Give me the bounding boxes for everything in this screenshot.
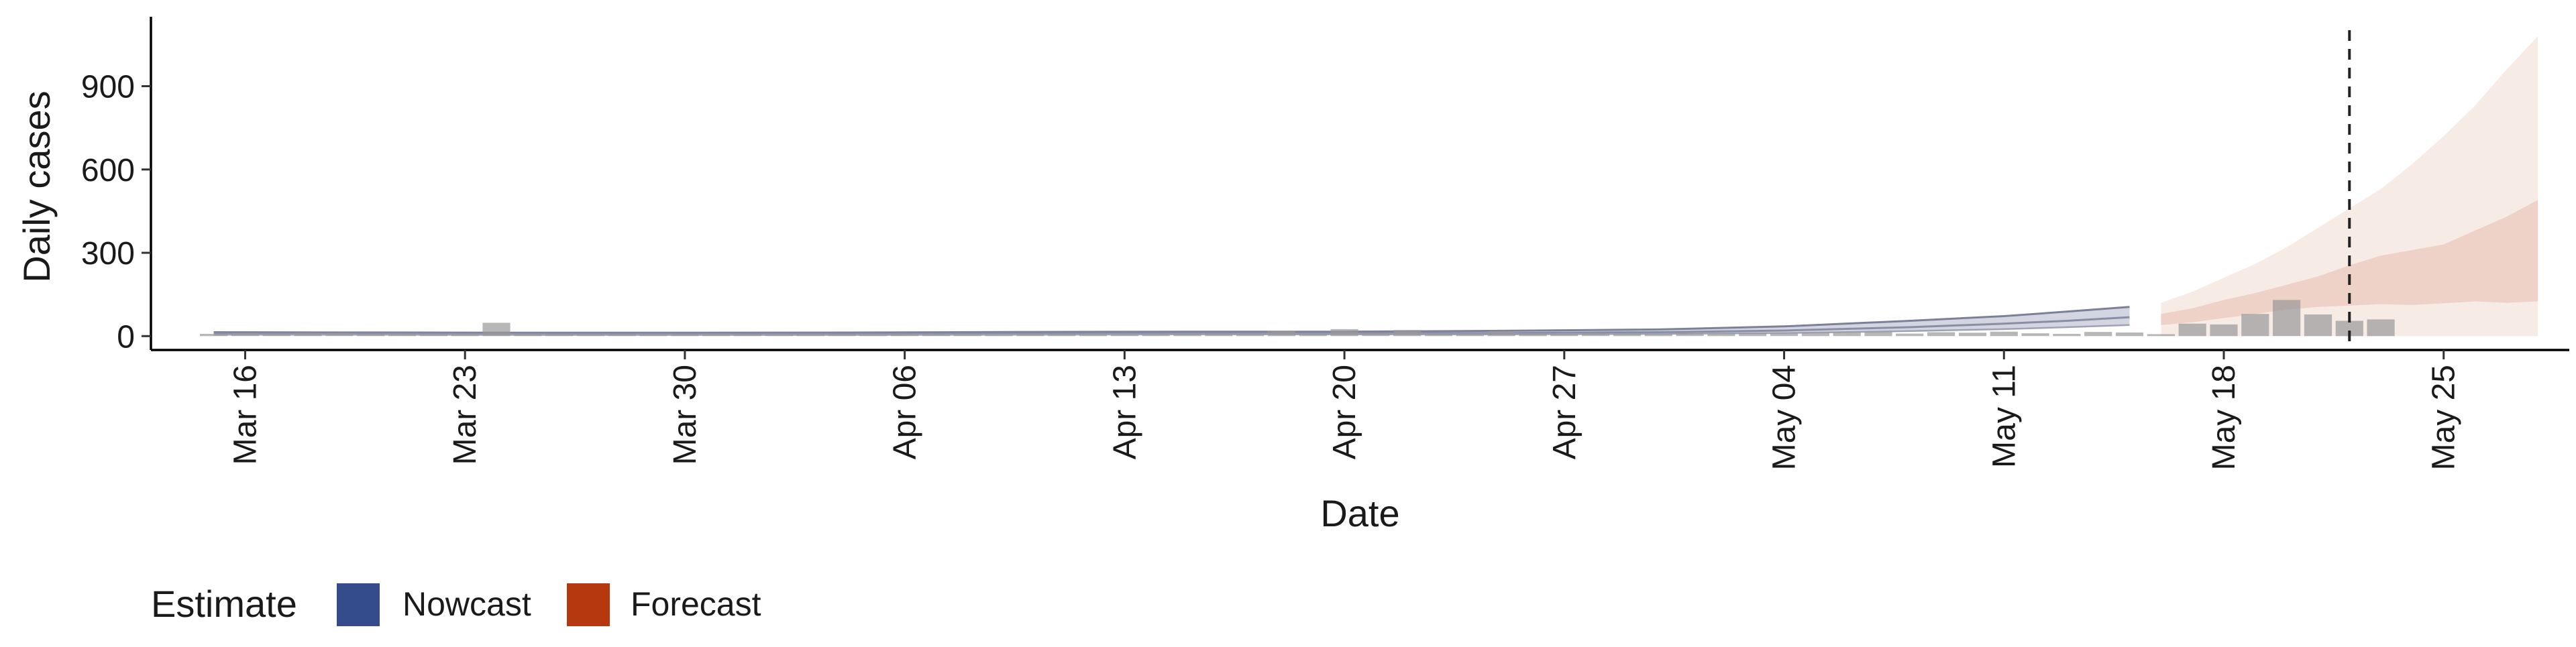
x-tick-label-7: May 04 [1767,365,1803,470]
case-bar-22 [891,334,919,337]
case-bar-19 [796,334,824,337]
case-bar-30 [1142,334,1170,337]
case-bar-35 [1299,334,1327,337]
case-bar-32 [1205,333,1233,337]
case-bar-57 [1990,331,2018,337]
case-bar-9 [482,322,511,337]
case-bar-3 [294,333,322,337]
x-tick-label-0: Mar 16 [227,365,263,465]
case-bar-15 [671,334,699,337]
case-bar-69 [2367,319,2395,337]
case-bar-36 [1330,329,1358,337]
x-tick-label-8: May 11 [1986,365,2022,468]
case-bar-33 [1236,334,1265,337]
legend-label-nowcast: Nowcast [402,585,531,623]
case-bar-37 [1362,333,1390,337]
case-bar-11 [545,334,574,337]
case-bar-1 [231,333,260,337]
case-bar-44 [1582,333,1610,337]
y-tick-label-1: 300 [81,236,135,272]
case-bar-56 [1958,333,1987,337]
case-bar-7 [419,334,447,337]
case-bar-38 [1393,330,1421,337]
case-bar-55 [1927,332,1955,337]
x-tick-label-5: Apr 20 [1327,365,1362,459]
case-bar-39 [1424,334,1453,337]
case-bar-62 [2147,334,2175,337]
y-axis-title: Daily cases [15,91,58,282]
case-bar-4 [325,333,354,337]
case-bar-52 [1833,332,1861,337]
axes: 0 300 600 900 Mar 16 Mar 23 Mar 30 Apr 06 Apr 13… [81,17,2569,470]
case-bar-60 [2084,332,2112,337]
case-bar-0 [200,334,228,337]
legend-title: Estimate [151,583,297,625]
case-bar-42 [1519,333,1547,337]
case-bar-2 [262,333,290,337]
y-tick-label-3: 900 [81,70,135,105]
case-bar-43 [1550,334,1578,337]
case-bar-41 [1487,331,1515,337]
legend: Estimate Nowcast Forecast [151,583,761,626]
case-bar-5 [357,334,385,337]
forecast-inner-band [2161,200,2538,325]
forecast-outer-band [2161,36,2538,337]
case-bar-59 [2053,334,2081,337]
case-bar-53 [1864,332,1892,337]
case-bar-47 [1676,333,1704,337]
case-bar-51 [1801,333,1829,337]
case-bar-8 [451,333,479,337]
x-tick-label-9: May 18 [2206,365,2242,470]
case-bar-49 [1739,333,1767,337]
x-tick-label-1: Mar 23 [447,365,483,465]
case-bar-50 [1770,333,1799,337]
case-bar-29 [1110,334,1138,337]
case-bar-58 [2021,333,2049,337]
case-bar-23 [922,334,951,337]
case-bar-18 [765,334,793,337]
y-tick-label-0: 0 [117,319,135,355]
case-bar-31 [1173,334,1201,337]
case-bar-25 [985,334,1013,337]
case-bar-13 [608,334,636,337]
case-bar-10 [514,334,542,337]
case-bar-26 [1016,333,1044,337]
y-tick-label-2: 600 [81,153,135,188]
case-bar-28 [1079,334,1108,337]
case-bar-46 [1644,334,1672,337]
case-bar-12 [576,334,605,337]
case-bar-65 [2241,314,2269,337]
case-bar-68 [2335,320,2363,337]
case-bar-17 [733,334,762,337]
case-bar-24 [953,334,981,337]
case-bar-66 [2273,300,2301,337]
legend-key-forecast [567,583,610,626]
case-bar-6 [388,333,417,337]
case-bar-67 [2304,314,2332,337]
case-bar-20 [828,334,856,337]
case-bar-45 [1613,333,1642,337]
case-bar-63 [2178,323,2206,337]
x-tick-label-3: Apr 06 [888,365,923,459]
x-tick-label-2: Mar 30 [667,365,703,465]
case-bar-64 [2210,324,2238,337]
x-tick-label-6: Apr 27 [1547,365,1582,459]
case-bar-48 [1707,333,1735,337]
case-bar-34 [1267,331,1296,337]
legend-key-nowcast [337,583,380,626]
case-bar-40 [1456,334,1484,337]
case-bar-16 [702,333,731,337]
case-bar-14 [639,334,667,337]
case-bar-54 [1896,333,1924,337]
legend-label-forecast: Forecast [631,585,761,623]
case-bar-61 [2115,332,2144,337]
plot-area [200,30,2538,350]
x-tick-label-10: May 25 [2426,365,2462,470]
case-bar-21 [859,335,888,337]
case-bar-27 [1048,334,1076,337]
x-tick-label-4: Apr 13 [1107,365,1142,459]
x-axis-title: Date [1320,492,1399,534]
